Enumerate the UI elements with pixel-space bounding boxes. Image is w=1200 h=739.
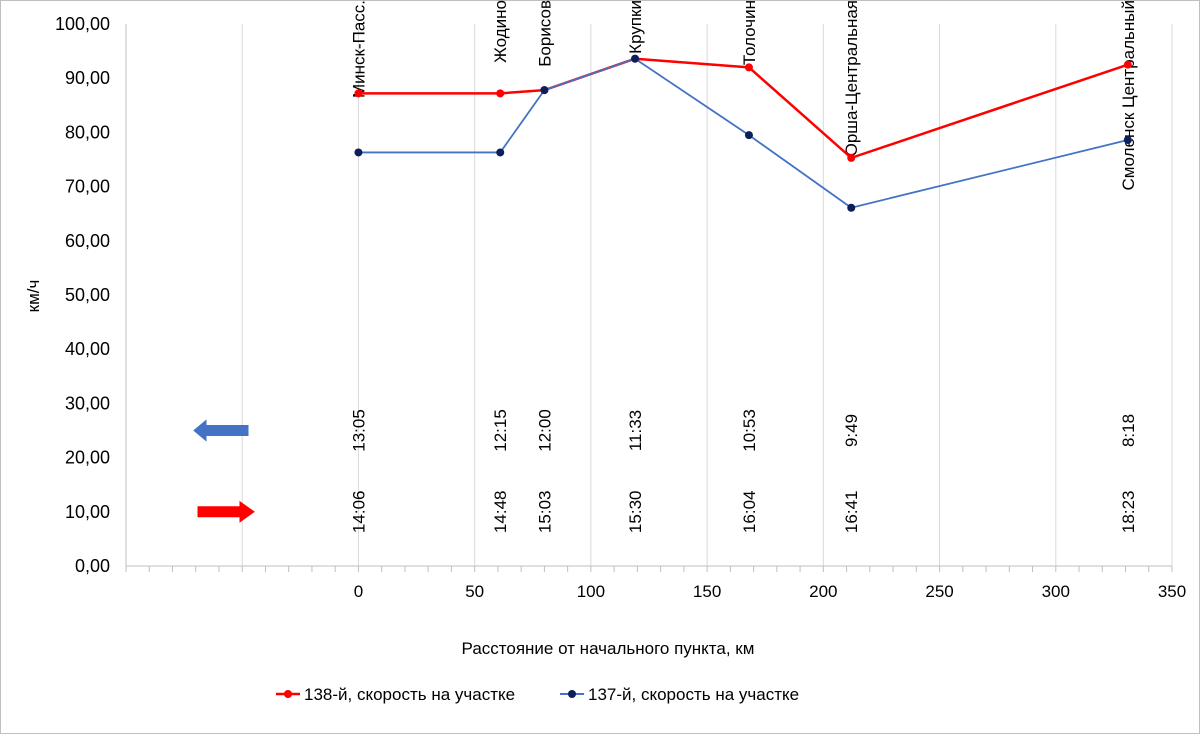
- station-name-label: Толочин: [740, 0, 759, 65]
- x-tick-label: 150: [693, 582, 721, 601]
- direction-arrows: [193, 419, 255, 523]
- data-point-137: [354, 148, 363, 157]
- station-name-label: Минск-Пасс.: [349, 0, 368, 98]
- time-137-label: 8:18: [1119, 414, 1138, 447]
- station-labels: Минск-Пасс. 13:05 14:06 Жодино 12:15 14:48 Бор…: [349, 0, 1137, 533]
- time-138-label: 15:30: [626, 491, 645, 534]
- axes: 0,00 10,00 20,00 30,00 40,00 50,00 60,00 70,00 8…: [55, 14, 1186, 601]
- data-point-137: [847, 203, 856, 212]
- data-point-138: [744, 63, 753, 72]
- x-tick-label: 350: [1158, 582, 1186, 601]
- legend-label-137: 137-й, скорость на участке: [588, 685, 799, 704]
- x-tick-label: 250: [925, 582, 953, 601]
- data-point-138: [1123, 60, 1132, 69]
- x-tick-label: 0: [354, 582, 363, 601]
- data-series: [354, 54, 1132, 212]
- y-tick-label: 0,00: [75, 556, 110, 576]
- data-point-137: [744, 131, 753, 140]
- x-tick-label: 300: [1042, 582, 1070, 601]
- data-point-138: [354, 89, 363, 98]
- station-name-label: Борисов: [535, 0, 554, 67]
- y-tick-label: 40,00: [65, 339, 110, 359]
- station-name-label: Крупки: [626, 0, 645, 54]
- legend: 138-й, скорость на участке 137-й, скорос…: [276, 685, 799, 704]
- time-138-label: 14:06: [349, 491, 368, 534]
- y-tick-label: 90,00: [65, 68, 110, 88]
- time-138-label: 15:03: [535, 491, 554, 534]
- data-point-138: [496, 89, 505, 98]
- y-tick-label: 30,00: [65, 393, 110, 413]
- data-point-137: [540, 86, 549, 95]
- time-138-label: 16:41: [842, 491, 861, 534]
- x-tick-label: 200: [809, 582, 837, 601]
- y-tick-label: 100,00: [55, 14, 110, 34]
- y-tick-label: 10,00: [65, 502, 110, 522]
- gridlines: [241, 24, 1173, 566]
- right-arrow-icon: [197, 500, 255, 523]
- legend-marker-138: [284, 690, 292, 698]
- time-138-label: 14:48: [491, 491, 510, 534]
- data-point-138: [847, 153, 856, 162]
- data-point-137: [496, 148, 505, 157]
- y-tick-label: 70,00: [65, 177, 110, 197]
- legend-item-138: 138-й, скорость на участке: [276, 685, 515, 704]
- time-138-label: 16:04: [740, 491, 759, 534]
- y-tick-label: 50,00: [65, 285, 110, 305]
- time-137-label: 13:05: [349, 409, 368, 452]
- x-tick-label: 50: [465, 582, 484, 601]
- time-137-label: 12:00: [535, 409, 554, 452]
- legend-label-138: 138-й, скорость на участке: [304, 685, 515, 704]
- x-axis-title: Расстояние от начального пункта, км: [462, 639, 755, 658]
- time-137-label: 11:33: [626, 410, 645, 451]
- y-tick-label: 60,00: [65, 231, 110, 251]
- time-138-label: 18:23: [1119, 491, 1138, 534]
- legend-item-137: 137-й, скорость на участке: [560, 685, 799, 704]
- time-137-label: 9:49: [842, 414, 861, 447]
- data-point-137: [1123, 135, 1132, 144]
- x-tick-label: 100: [577, 582, 605, 601]
- y-tick-label: 20,00: [65, 448, 110, 468]
- station-name-label: Орша-Центральная: [842, 0, 861, 156]
- time-137-label: 10:53: [740, 409, 759, 452]
- y-tick-label: 80,00: [65, 122, 110, 142]
- station-name-label: Смоленск Центральный: [1119, 0, 1138, 190]
- y-axis-title: км/ч: [24, 280, 43, 313]
- data-point-137: [631, 54, 640, 63]
- left-arrow-icon: [193, 419, 249, 442]
- legend-marker-137: [568, 690, 576, 698]
- station-name-label: Жодино: [491, 0, 510, 63]
- time-137-label: 12:15: [491, 409, 510, 452]
